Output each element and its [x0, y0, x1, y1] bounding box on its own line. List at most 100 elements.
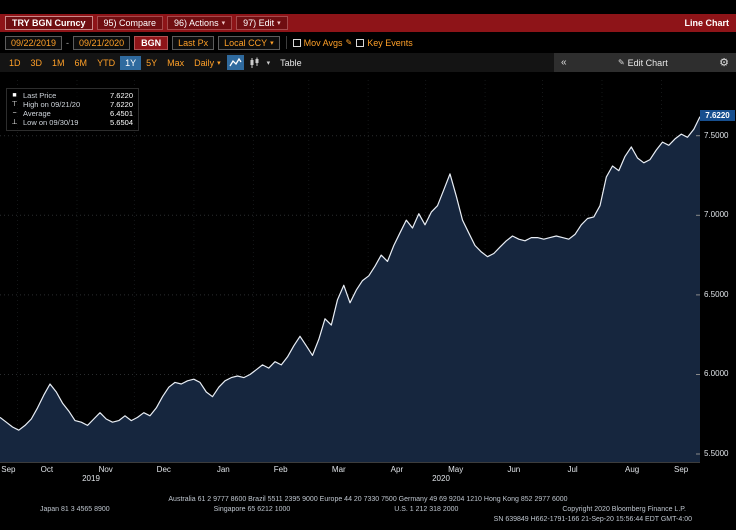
toolbar-divider	[285, 36, 287, 49]
legend-row-average: − Average 6.4501	[10, 109, 133, 118]
x-axis-month-label: Nov	[98, 465, 113, 474]
y-axis-label: 6.5000	[704, 289, 729, 299]
chart-tools-panel: « ✎ Edit Chart ⚙	[554, 53, 736, 72]
period-tab-ytd[interactable]: YTD	[97, 57, 116, 68]
top-margin	[0, 0, 736, 14]
period-tab-5y[interactable]: 5Y	[146, 57, 158, 68]
frequency-select[interactable]: Daily ▾	[189, 56, 226, 70]
mov-avgs-label: Mov Avgs	[303, 37, 343, 48]
candlestick-chart-icon	[250, 57, 259, 68]
chevron-down-icon[interactable]: ▾	[266, 59, 271, 67]
edit-chart-label: Edit Chart	[627, 57, 668, 68]
chevron-down-icon: ▾	[277, 20, 281, 27]
legend-value: 7.6220	[110, 91, 133, 100]
date-to-input[interactable]: 09/21/2020	[73, 35, 131, 50]
mov-avgs-toggle[interactable]: Mov Avgs ✎	[292, 37, 353, 48]
footer-japan: Japan 81 3 4565 8900	[40, 506, 110, 513]
chevron-down-icon: ▾	[270, 39, 274, 47]
frequency-label: Daily	[194, 57, 215, 68]
x-axis-month-label: Aug	[624, 465, 640, 474]
legend-value: 5.6504	[110, 118, 133, 127]
chart-type-candle-button[interactable]	[246, 55, 263, 70]
chevron-down-icon: ▾	[221, 20, 226, 27]
legend-value: 7.6220	[110, 100, 133, 109]
x-axis-months: Sep Oct Nov Dec Jan Feb Mar Apr May Jun Jul Aug Sep	[0, 465, 700, 474]
collapse-panel-button[interactable]: «	[561, 57, 567, 68]
pencil-icon: ✎	[345, 38, 353, 47]
footer-contacts-line2: Japan 81 3 4565 8900 Singapore 65 6212 1…	[10, 506, 726, 514]
footer-copyright: Copyright 2020 Bloomberg Finance L.P.	[562, 506, 686, 513]
security-ticker[interactable]: TRY BGN Curncy	[5, 16, 93, 30]
date-from-input[interactable]: 09/22/2019	[5, 35, 63, 50]
x-axis-month-label: Mar	[331, 465, 346, 474]
table-button[interactable]: Table	[280, 57, 302, 68]
footer-us: U.S. 1 212 318 2000	[394, 506, 459, 513]
footer-contacts-line1: Australia 61 2 9777 8600 Brazil 5511 239…	[168, 496, 568, 503]
key-events-toggle[interactable]: Key Events	[356, 38, 413, 48]
currency-label: Local CCY	[224, 37, 268, 48]
x-axis-month-label: Jul	[567, 465, 578, 474]
title-bar: TRY BGN Curncy 95) Compare 96) Actions ▾…	[0, 14, 736, 32]
x-axis-month-label: Sep	[673, 465, 689, 474]
chart-type-line-button[interactable]	[226, 55, 244, 70]
legend-label: Average	[23, 109, 51, 118]
x-axis-year-label: 2020	[432, 474, 450, 483]
period-tab-3d[interactable]: 3D	[30, 57, 43, 68]
x-axis-month-label: Apr	[390, 465, 404, 474]
chart-legend: ■ Last Price 7.6220 ⊤ High on 09/21/20 7…	[6, 88, 139, 131]
legend-row-last-price: ■ Last Price 7.6220	[10, 91, 133, 100]
legend-label: Last Price	[23, 91, 57, 100]
period-tab-1d[interactable]: 1D	[9, 57, 21, 68]
period-tab-1m[interactable]: 1M	[52, 57, 65, 68]
date-range-separator: -	[66, 37, 70, 48]
settings-bar: 09/22/2019 - 09/21/2020 BGN Last Px Loca…	[0, 32, 736, 53]
x-axis-month-label: Jun	[507, 465, 521, 474]
checkbox-icon	[356, 38, 365, 47]
edit-button[interactable]: 97) Edit ▾	[236, 16, 288, 30]
footer-session-info: SN 639849 H662-1791-166 21-Sep-20 15:56:…	[493, 516, 692, 523]
checkbox-icon	[292, 38, 301, 47]
legend-row-low: ⊥ Low on 09/30/19 5.6504	[10, 118, 133, 127]
footer-singapore: Singapore 65 6212 1000	[213, 506, 291, 513]
chart-plot-area[interactable]	[0, 80, 700, 463]
legend-label: High on 09/21/20	[23, 100, 81, 109]
x-axis-month-label: Sep	[1, 465, 16, 474]
chart-region: ■ Last Price 7.6220 ⊤ High on 09/21/20 7…	[0, 72, 736, 492]
y-axis-label: 7.0000	[704, 210, 729, 220]
compare-button[interactable]: 95) Compare	[96, 16, 164, 30]
price-type-select[interactable]: Last Px	[172, 35, 215, 50]
actions-label: 96) Actions	[174, 18, 219, 28]
key-events-label: Key Events	[367, 37, 413, 48]
low-marker-icon: ⊥	[11, 119, 18, 126]
period-tab-6m[interactable]: 6M	[74, 57, 88, 68]
last-price-marker-icon: ■	[12, 92, 17, 99]
period-tab-max[interactable]: Max	[167, 57, 185, 68]
y-axis-label: 5.5000	[704, 449, 729, 459]
price-chart	[0, 80, 700, 462]
settings-gear-button[interactable]: ⚙	[719, 57, 729, 69]
pencil-icon: ✎	[617, 58, 625, 67]
y-axis: 7.6220 5.5000 6.0000 6.5000 7.0000 7.5000	[700, 80, 736, 462]
x-axis-month-label: Oct	[40, 465, 54, 474]
x-axis-month-label: Feb	[273, 465, 288, 474]
edit-chart-button[interactable]: ✎ Edit Chart	[618, 58, 668, 68]
average-marker-icon: −	[12, 110, 17, 117]
price-source-chip[interactable]: BGN	[134, 35, 169, 50]
x-axis-month-label: May	[448, 465, 464, 474]
chevron-down-icon: ▾	[217, 59, 221, 67]
footer: Australia 61 2 9777 8600 Brazil 5511 239…	[0, 492, 736, 530]
legend-row-high: ⊤ High on 09/21/20 7.6220	[10, 100, 133, 109]
x-axis-month-label: Dec	[156, 465, 171, 474]
x-axis-month-label: Jan	[216, 465, 230, 474]
high-marker-icon: ⊤	[11, 101, 18, 108]
currency-select[interactable]: Local CCY ▾	[218, 35, 280, 50]
edit-label: 97) Edit	[243, 18, 275, 28]
period-bar: 1D 3D 1M 6M YTD 1Y 5Y Max Daily ▾ ▾ Tabl…	[0, 53, 736, 72]
actions-button[interactable]: 96) Actions ▾	[167, 16, 233, 30]
function-title: Line Chart	[684, 18, 729, 28]
y-axis-label: 6.0000	[704, 369, 729, 379]
legend-label: Low on 09/30/19	[23, 118, 79, 127]
period-tab-1y[interactable]: 1Y	[120, 55, 142, 70]
x-axis-year-label: 2019	[82, 474, 100, 483]
line-chart-icon	[229, 57, 242, 67]
